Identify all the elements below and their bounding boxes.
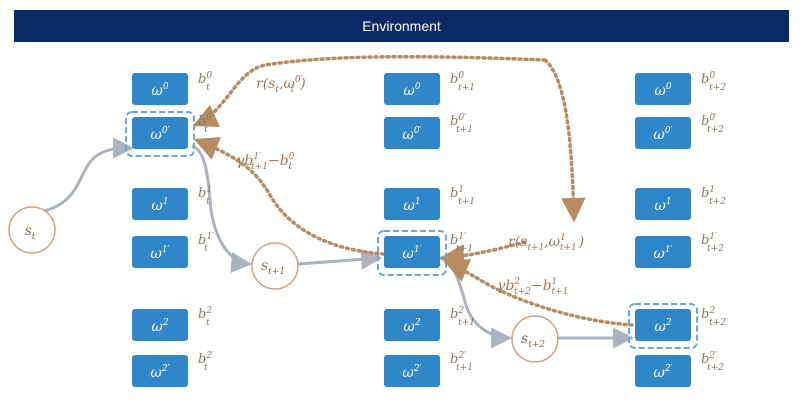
option-box[interactable]: ω0	[635, 73, 691, 105]
env-to-reward-t1-arrow	[543, 58, 586, 223]
option-box[interactable]: ω2	[384, 309, 440, 341]
b-label: b0′ t	[198, 113, 214, 135]
option-base: ω	[151, 83, 163, 99]
option-box[interactable]: ω0′	[384, 117, 440, 149]
option-box[interactable]: ω1′	[635, 236, 691, 268]
b-label: b0′ t+2	[701, 113, 724, 135]
b-label: b2′ t+2	[701, 351, 724, 373]
svg-text:st: st	[25, 223, 36, 242]
svg-text:ω2: ω2	[654, 318, 671, 335]
option-box-highlighted[interactable]: ω2	[628, 303, 698, 349]
column-t-plus-2: ω0 b0 t+2 ω0′ b0′ t+2 ω1 b1 t+2 ω1′ b1′ t+2 …	[628, 71, 726, 387]
option-box[interactable]: ω0	[384, 73, 440, 105]
state-circle-st1: st+1	[251, 242, 299, 290]
svg-text:st+2: st+2	[521, 331, 545, 350]
flow-arrow-option-to-st2	[439, 256, 513, 349]
environment-label: Environment	[362, 18, 441, 34]
b-label: b1′ t	[198, 232, 214, 254]
svg-text:ω2′: ω2′	[150, 364, 169, 381]
td-label-t: γb1′ t+1−b0 t	[236, 152, 295, 172]
option-box[interactable]: ω1	[132, 188, 188, 220]
column-t: ω0 b0 t ω0′ b0′ t ω1 b1 t ω1′ b1′ t ω2 b2 t ω…	[125, 71, 214, 387]
b-label: b0′ t+1	[450, 113, 473, 135]
b-label: b1′ t+2	[701, 232, 724, 254]
b-label: b2 t+2	[701, 306, 726, 328]
option-box[interactable]: ω2	[132, 309, 188, 341]
svg-text:ω0′: ω0′	[653, 126, 672, 143]
svg-text:ω1: ω1	[654, 197, 671, 214]
column-t-plus-1: ω0 b0 t+1 ω0′ b0′ t+1 ω1 b1 t+1 ω1′ b1′ t+1 …	[377, 71, 475, 387]
option-box[interactable]: ω1	[635, 188, 691, 220]
svg-text:ω1: ω1	[151, 197, 168, 214]
flow-arrow-st1-to-option	[297, 248, 383, 270]
td-arrow-t	[193, 137, 386, 256]
option-box-highlighted[interactable]: ω1′	[377, 230, 447, 276]
reward-arrow-t1	[439, 240, 527, 269]
svg-text:ω1′: ω1′	[402, 245, 421, 262]
option-sup: 0	[163, 82, 169, 92]
b-label: b1 t+2	[701, 185, 726, 207]
option-box[interactable]: ω2′	[384, 355, 440, 387]
option-box[interactable]: ω0′	[635, 117, 691, 149]
b-label: b1 t+1	[450, 185, 475, 207]
b-label: b2 t	[198, 306, 212, 328]
reward-label-t: r(st,ω0′ t)	[256, 75, 306, 95]
svg-text:ω2′: ω2′	[402, 364, 421, 381]
svg-text:ω0: ω0	[151, 82, 168, 99]
b-label: b0 t	[198, 71, 212, 93]
b-label: b2′ t	[198, 351, 214, 373]
flow-arrows	[39, 137, 635, 349]
b-label: b1 t	[198, 185, 212, 207]
b-label: b2 t+1	[450, 306, 475, 328]
b-label: b0 t+2	[701, 71, 726, 93]
option-box-highlighted[interactable]: ω0′	[125, 111, 195, 157]
option-box[interactable]: ω1′	[132, 236, 188, 268]
option-box[interactable]: ω2′	[635, 355, 691, 387]
td-label-t1: γb2 t+2−b1 t+1	[497, 277, 568, 297]
td-arrow-t1	[443, 259, 634, 327]
svg-text:ω1: ω1	[403, 197, 420, 214]
environment-banner: Environment	[14, 10, 789, 42]
option-box[interactable]: ω0	[132, 73, 188, 105]
flow-arrow-st-to-option	[39, 137, 135, 214]
reward-arrow-t	[192, 54, 547, 128]
signal-arrows	[192, 54, 634, 327]
svg-text:ω1′: ω1′	[150, 245, 169, 262]
svg-text:st+1: st+1	[261, 258, 285, 277]
b-label: b0 t+1	[450, 71, 475, 93]
svg-text:ω0: ω0	[654, 82, 671, 99]
svg-text:ω0′: ω0′	[150, 126, 169, 143]
b-label: b2′ t+1	[450, 351, 473, 373]
option-box[interactable]: ω2′	[132, 355, 188, 387]
svg-text:ω0: ω0	[403, 82, 420, 99]
b-label: b1′ t+1	[450, 232, 473, 254]
option-box[interactable]: ω1	[384, 188, 440, 220]
svg-text:ω2′: ω2′	[653, 364, 672, 381]
svg-text:ω0′: ω0′	[402, 126, 421, 143]
svg-text:ω2: ω2	[403, 318, 420, 335]
svg-text:ω1′: ω1′	[653, 245, 672, 262]
reward-label-t1: r(st+1,ω1 t+1)	[508, 233, 584, 253]
svg-text:ω2: ω2	[151, 318, 168, 335]
state-circle-st: st	[8, 206, 56, 254]
state-circle-st2: st+2	[511, 315, 559, 363]
